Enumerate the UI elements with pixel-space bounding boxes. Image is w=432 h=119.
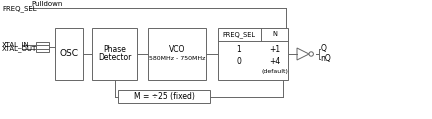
- Bar: [118, 90, 210, 103]
- Text: Q: Q: [321, 45, 326, 54]
- Text: Detector: Detector: [98, 54, 131, 62]
- Text: 1: 1: [237, 45, 241, 55]
- Text: Pulldown: Pulldown: [31, 1, 62, 7]
- Bar: [218, 28, 288, 80]
- Text: (default): (default): [261, 69, 288, 74]
- Text: +4: +4: [269, 57, 280, 65]
- Text: 580MHz - 750MHz: 580MHz - 750MHz: [149, 55, 205, 60]
- Bar: [55, 28, 83, 80]
- Text: nQ: nQ: [321, 55, 331, 64]
- Text: 0: 0: [237, 57, 241, 65]
- Bar: [148, 28, 206, 80]
- Text: M = ÷25 (fixed): M = ÷25 (fixed): [133, 92, 194, 101]
- Text: VCO: VCO: [169, 45, 185, 54]
- Text: XTAL_OUT: XTAL_OUT: [2, 46, 37, 52]
- Text: XTAL_IN: XTAL_IN: [2, 42, 30, 48]
- Text: FREQ_SEL: FREQ_SEL: [2, 6, 37, 12]
- Text: Phase: Phase: [103, 45, 126, 55]
- Text: FREQ_SEL: FREQ_SEL: [222, 31, 255, 38]
- Text: N: N: [272, 32, 277, 37]
- Text: OSC: OSC: [60, 50, 79, 59]
- Text: +1: +1: [269, 45, 280, 55]
- Bar: [36, 42, 49, 52]
- Bar: [92, 28, 137, 80]
